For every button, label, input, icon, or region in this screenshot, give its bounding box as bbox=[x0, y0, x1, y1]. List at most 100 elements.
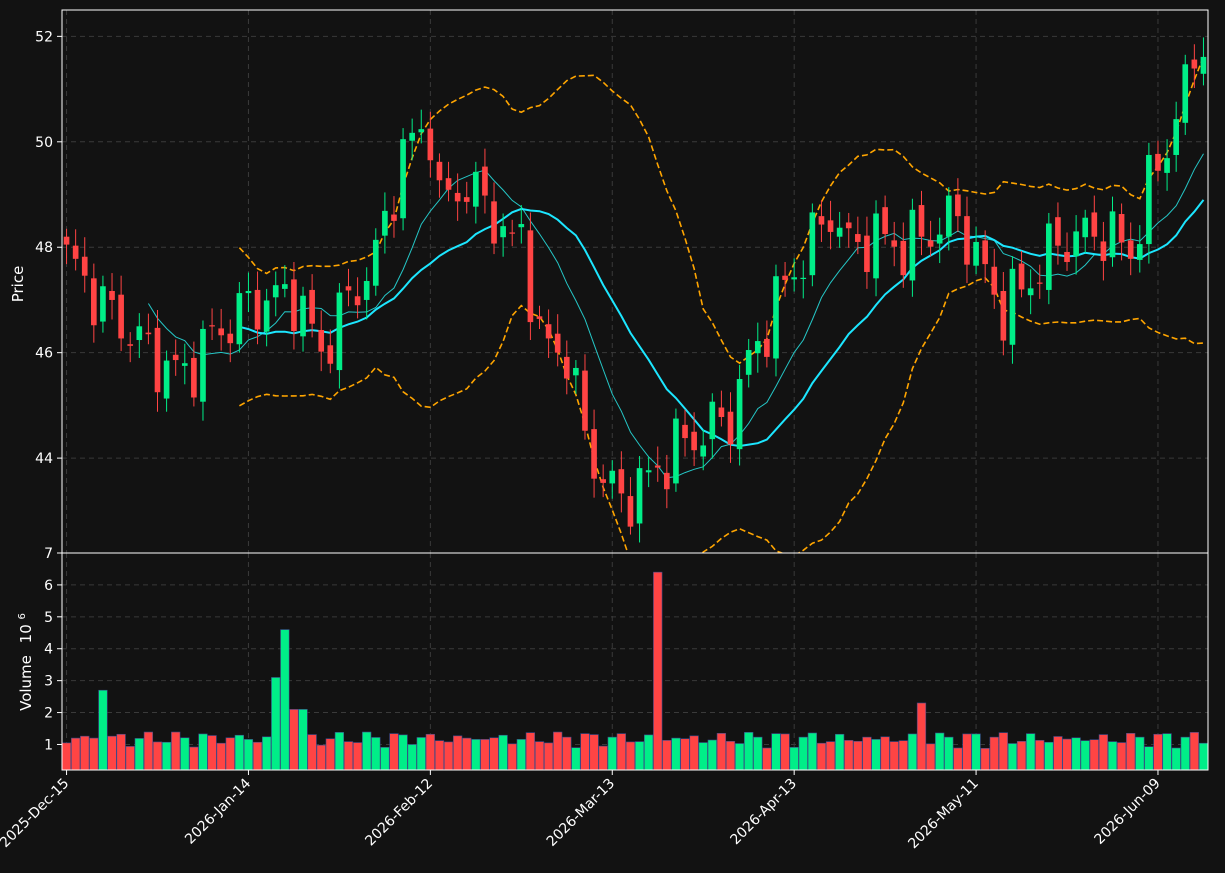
volume-bar bbox=[234, 734, 244, 771]
candle-body bbox=[473, 171, 479, 207]
candle-body bbox=[400, 139, 406, 219]
candle-body bbox=[827, 220, 834, 232]
volume-bar bbox=[844, 740, 854, 771]
volume-bar bbox=[307, 734, 317, 771]
candle-body bbox=[955, 194, 961, 217]
volume-bar bbox=[443, 741, 454, 771]
volume-bar bbox=[116, 733, 126, 771]
candle-body bbox=[882, 207, 888, 235]
volume-tick-label: 2 bbox=[44, 706, 53, 722]
volume-bar bbox=[334, 732, 345, 771]
volume-bar bbox=[89, 737, 99, 771]
candle-body bbox=[563, 356, 570, 379]
candle-body bbox=[645, 470, 652, 473]
volume-tick-label: 4 bbox=[44, 642, 53, 658]
candle-body bbox=[1127, 240, 1134, 259]
volume-bar bbox=[762, 747, 772, 771]
volume-bar bbox=[816, 742, 827, 771]
candle-body bbox=[691, 431, 697, 451]
candle-body bbox=[145, 332, 152, 335]
volume-tick-label: 7 bbox=[44, 546, 53, 562]
candle-body bbox=[718, 407, 725, 417]
volume-panel-frame bbox=[61, 552, 1209, 771]
volume-bar bbox=[425, 733, 435, 771]
volume-bar bbox=[653, 571, 663, 771]
candle-body bbox=[300, 295, 306, 337]
candle-body bbox=[991, 266, 998, 295]
volume-bar bbox=[989, 736, 999, 771]
candle-body bbox=[509, 232, 516, 234]
volume-bar bbox=[562, 736, 572, 771]
candle-body bbox=[518, 224, 525, 228]
volume-bar bbox=[798, 736, 808, 771]
volume-bar bbox=[871, 739, 881, 771]
volume-bar bbox=[171, 731, 181, 771]
volume-bar bbox=[998, 732, 1008, 771]
candle-body bbox=[382, 210, 388, 236]
volume-bar bbox=[644, 734, 654, 771]
candle-body bbox=[636, 468, 643, 524]
volume-bar bbox=[280, 629, 290, 771]
volume-bar bbox=[671, 737, 681, 771]
volume-bar bbox=[453, 735, 463, 771]
volume-bar bbox=[325, 738, 335, 771]
volume-bar bbox=[416, 737, 426, 771]
volume-bar bbox=[316, 744, 326, 771]
volume-axis-label: Volume 10 6 bbox=[17, 613, 35, 711]
volume-bar bbox=[471, 739, 481, 771]
volume-bar bbox=[80, 735, 90, 771]
volume-bar bbox=[143, 731, 154, 771]
candle-body bbox=[427, 128, 434, 161]
volume-axis-label-text: Volume bbox=[17, 655, 35, 711]
candle-body bbox=[873, 213, 879, 279]
candle-body bbox=[491, 201, 497, 244]
candle-body bbox=[609, 470, 616, 484]
candle-body bbox=[600, 479, 606, 483]
candle-body bbox=[982, 240, 988, 265]
volume-bar bbox=[525, 732, 536, 771]
candle-body bbox=[1073, 231, 1079, 257]
volume-bar bbox=[971, 733, 981, 771]
candle-body bbox=[664, 472, 670, 490]
candle-body bbox=[1173, 119, 1179, 155]
volume-bar bbox=[744, 732, 754, 771]
candle-body bbox=[900, 240, 907, 276]
volume-bars bbox=[61, 571, 1209, 771]
volume-bar bbox=[689, 735, 699, 771]
volume-bar bbox=[271, 677, 281, 771]
volume-tick-label: 3 bbox=[44, 674, 53, 690]
volume-bar bbox=[252, 741, 263, 771]
volume-bar bbox=[571, 747, 581, 771]
volume-bar bbox=[243, 739, 254, 771]
volume-bar bbox=[543, 742, 554, 771]
volume-bar bbox=[935, 732, 945, 771]
candle-body bbox=[1182, 64, 1189, 123]
candle-body bbox=[727, 411, 734, 445]
candle-body bbox=[1009, 268, 1016, 345]
candle-body bbox=[391, 214, 397, 221]
volume-bar bbox=[380, 747, 390, 771]
candle-body bbox=[1118, 214, 1125, 243]
volume-bar bbox=[1144, 746, 1154, 771]
candle-body bbox=[754, 341, 761, 354]
candle-body bbox=[118, 294, 124, 339]
candle-body bbox=[845, 222, 852, 229]
candle-body bbox=[309, 289, 315, 324]
volume-bar bbox=[1098, 734, 1109, 771]
volume-bar bbox=[725, 740, 736, 771]
volume-axis-label-base: 10 bbox=[17, 624, 35, 643]
candle-body bbox=[1082, 217, 1089, 238]
upper-band-line bbox=[238, 56, 1205, 365]
volume-tick-label: 5 bbox=[44, 610, 53, 626]
volume-bar bbox=[889, 741, 899, 771]
candle-body bbox=[1164, 158, 1170, 173]
candle-body bbox=[136, 326, 143, 341]
volume-bar bbox=[1053, 736, 1063, 771]
volume-bar bbox=[152, 741, 163, 771]
candle-body bbox=[1018, 263, 1025, 290]
volume-bar bbox=[71, 737, 81, 771]
volume-bar bbox=[925, 743, 936, 771]
volume-bar bbox=[1198, 742, 1209, 771]
volume-bar bbox=[753, 736, 763, 771]
